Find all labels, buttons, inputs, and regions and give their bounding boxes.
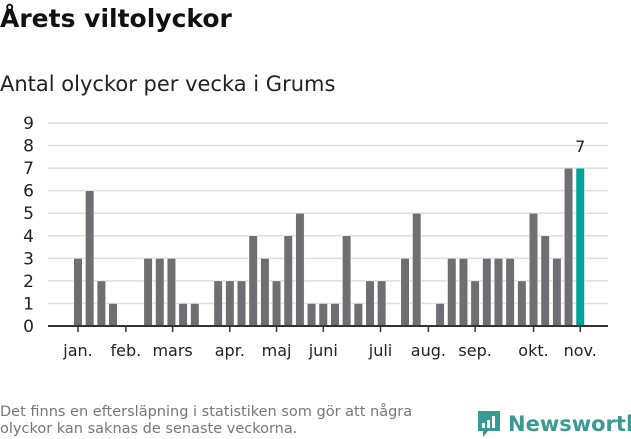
y-tick-label: 2 — [23, 272, 34, 292]
bar — [166, 258, 176, 327]
bar — [155, 258, 165, 327]
x-tick-label: aug. — [411, 341, 446, 360]
bar — [353, 303, 363, 327]
chart-subtitle: Antal olyckor per vecka i Grums — [0, 72, 336, 96]
bar — [248, 235, 258, 327]
y-tick-label: 9 — [23, 114, 34, 134]
bar — [330, 303, 340, 327]
x-tick-label: jan. — [62, 341, 92, 360]
y-tick-label: 6 — [23, 182, 34, 202]
bar — [178, 303, 188, 327]
bar — [237, 280, 247, 327]
bar — [470, 280, 480, 327]
chart-title: Årets viltolyckor — [0, 4, 232, 33]
x-tick-label: sep. — [458, 341, 491, 360]
bar — [505, 258, 515, 327]
bar — [365, 280, 375, 327]
footnote: Det finns en eftersläpning i statistiken… — [0, 404, 413, 437]
bar — [96, 280, 106, 327]
bar — [190, 303, 200, 327]
bar — [318, 303, 328, 327]
bars — [73, 167, 585, 327]
bar — [377, 280, 387, 327]
bar — [225, 280, 235, 327]
bar — [342, 235, 352, 327]
bar — [529, 212, 539, 327]
bar-highlight — [575, 167, 585, 327]
y-tick-label: 5 — [23, 204, 34, 224]
bar — [552, 258, 562, 327]
bar — [435, 303, 445, 327]
x-axis: jan. feb. mars apr. maj juni juli aug. sep. okt. n… — [48, 325, 608, 360]
x-tick-label: nov. — [564, 341, 597, 360]
newsworthy-logo[interactable]: Newsworthy — [476, 409, 631, 439]
bar — [564, 167, 574, 327]
bar — [517, 280, 527, 327]
y-tick-label: 1 — [23, 294, 34, 314]
x-tick-label: juni — [308, 341, 338, 360]
brand-name: Newsworthy — [508, 412, 631, 436]
y-tick-label: 4 — [23, 227, 34, 247]
y-axis: 0 12 34 56 78 9 — [23, 114, 34, 337]
y-tick-label: 8 — [23, 137, 34, 157]
x-tick-label: maj — [262, 341, 292, 360]
y-tick-label: 3 — [23, 249, 34, 269]
bar — [540, 235, 550, 327]
newsworthy-logo-icon — [478, 411, 500, 437]
bar — [213, 280, 223, 327]
bar — [73, 258, 83, 327]
bar — [260, 258, 270, 327]
bar — [143, 258, 153, 327]
y-tick-label: 0 — [23, 317, 34, 337]
data-labels: 7 — [575, 137, 585, 156]
gridlines — [48, 122, 608, 305]
y-tick-label: 7 — [23, 159, 34, 179]
bar — [458, 258, 468, 327]
bar — [400, 258, 410, 327]
x-tick-label: okt. — [518, 341, 548, 360]
data-label: 7 — [575, 137, 585, 156]
bar — [482, 258, 492, 327]
x-tick-label: juli — [368, 341, 392, 360]
bar — [85, 190, 95, 327]
bar — [295, 212, 305, 327]
x-tick-label: apr. — [215, 341, 245, 360]
bar — [108, 303, 118, 327]
bar — [283, 235, 293, 327]
bar — [412, 212, 422, 327]
bar — [272, 280, 282, 327]
x-tick-label: feb. — [111, 341, 142, 360]
x-tick-label: mars — [152, 341, 192, 360]
bar — [307, 303, 317, 327]
bar — [447, 258, 457, 327]
bar — [493, 258, 503, 327]
